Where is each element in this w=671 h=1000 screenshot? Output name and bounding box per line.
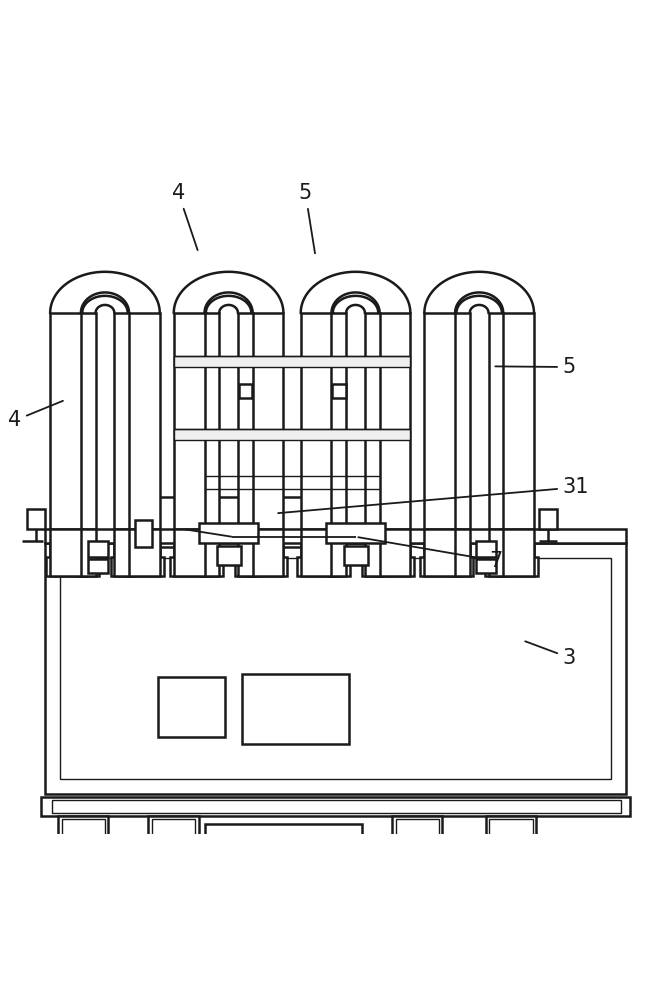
Bar: [89, 559, 108, 573]
Bar: [152, 819, 195, 847]
Bar: [489, 819, 533, 847]
Bar: [158, 677, 225, 737]
Bar: [301, 313, 333, 557]
Bar: [301, 529, 333, 576]
Bar: [486, 816, 536, 849]
Bar: [127, 529, 160, 576]
Bar: [45, 543, 626, 794]
Bar: [45, 529, 626, 543]
Bar: [424, 529, 456, 576]
Bar: [502, 529, 534, 576]
Bar: [365, 529, 380, 576]
Bar: [393, 816, 442, 849]
Bar: [89, 541, 108, 557]
Bar: [205, 529, 219, 576]
Bar: [62, 819, 105, 847]
Bar: [344, 546, 368, 565]
Bar: [378, 529, 411, 576]
Bar: [488, 313, 503, 557]
Bar: [378, 313, 411, 557]
Text: 5: 5: [299, 183, 315, 253]
Bar: [205, 313, 219, 557]
Bar: [46, 557, 87, 576]
Bar: [123, 557, 164, 576]
Bar: [420, 557, 460, 576]
Bar: [60, 558, 611, 779]
Bar: [498, 557, 538, 576]
Bar: [396, 819, 439, 847]
Bar: [201, 557, 223, 576]
Bar: [476, 559, 496, 573]
Bar: [452, 557, 473, 576]
Bar: [331, 529, 346, 576]
Bar: [50, 313, 83, 557]
Bar: [331, 313, 346, 557]
Bar: [326, 523, 385, 543]
Bar: [199, 523, 258, 543]
Bar: [539, 509, 558, 529]
Bar: [362, 557, 383, 576]
Bar: [42, 797, 629, 816]
Bar: [127, 313, 160, 557]
Bar: [205, 824, 362, 843]
Bar: [81, 313, 95, 557]
Bar: [424, 313, 456, 557]
Bar: [78, 557, 99, 576]
Text: 3: 3: [525, 641, 576, 668]
Bar: [217, 546, 241, 565]
Bar: [297, 557, 337, 576]
Bar: [50, 529, 83, 576]
Bar: [27, 509, 46, 529]
Bar: [174, 356, 411, 367]
Bar: [455, 529, 470, 576]
Bar: [148, 816, 199, 849]
Bar: [52, 800, 621, 813]
Text: 7: 7: [358, 537, 503, 571]
Bar: [328, 557, 350, 576]
Bar: [58, 816, 108, 849]
Bar: [170, 557, 210, 576]
Bar: [81, 529, 95, 576]
Bar: [455, 313, 470, 557]
Text: 5: 5: [495, 357, 576, 377]
Text: 4: 4: [8, 401, 63, 430]
Bar: [235, 557, 256, 576]
Text: 31: 31: [278, 477, 589, 513]
Bar: [488, 529, 503, 576]
Text: 4: 4: [172, 183, 198, 250]
Bar: [238, 313, 253, 557]
Bar: [248, 557, 287, 576]
Bar: [476, 541, 496, 557]
Bar: [365, 313, 380, 557]
Bar: [485, 557, 507, 576]
Bar: [242, 674, 349, 744]
Bar: [332, 384, 346, 398]
Bar: [114, 313, 129, 557]
Bar: [114, 529, 129, 576]
Bar: [239, 384, 252, 398]
Bar: [174, 429, 411, 440]
Bar: [111, 557, 132, 576]
Bar: [502, 313, 534, 557]
Bar: [374, 557, 415, 576]
Bar: [252, 313, 283, 557]
Bar: [118, 497, 315, 547]
Bar: [238, 529, 253, 576]
Bar: [174, 313, 206, 557]
Bar: [136, 520, 152, 547]
Bar: [252, 529, 283, 576]
Bar: [174, 529, 206, 576]
